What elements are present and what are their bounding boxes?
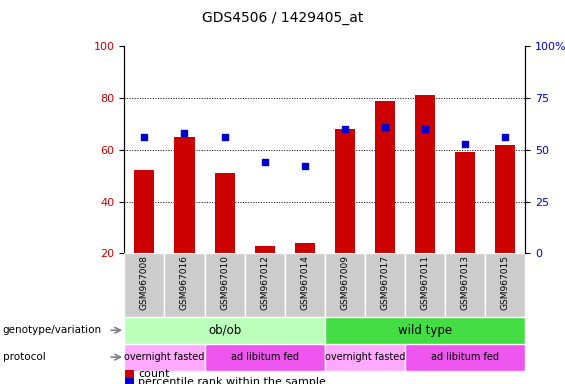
Bar	[205, 253, 245, 317]
Text: protocol: protocol	[3, 352, 46, 362]
Text: GSM967017: GSM967017	[381, 255, 389, 310]
Point	[220, 134, 229, 141]
Bar	[375, 101, 395, 253]
Bar	[175, 137, 194, 253]
Bar	[255, 246, 275, 253]
Text: ad libitum fed: ad libitum fed	[231, 352, 299, 362]
Bar	[365, 253, 405, 317]
Text: GSM967015: GSM967015	[501, 255, 510, 310]
Point	[301, 163, 310, 169]
Point	[341, 126, 350, 132]
Bar	[455, 152, 475, 253]
Bar	[124, 253, 164, 317]
Bar	[496, 144, 515, 253]
Text: wild type: wild type	[398, 324, 452, 337]
Text: overnight fasted: overnight fasted	[325, 352, 405, 362]
Text: GSM967014: GSM967014	[301, 255, 309, 310]
Point	[180, 130, 189, 136]
Text: GSM967016: GSM967016	[180, 255, 189, 310]
Text: percentile rank within the sample: percentile rank within the sample	[138, 377, 327, 384]
Text: GSM967008: GSM967008	[140, 255, 149, 310]
Text: overnight fasted: overnight fasted	[124, 352, 205, 362]
Bar	[245, 253, 285, 317]
Bar	[215, 173, 234, 253]
Bar	[325, 317, 525, 344]
Bar	[445, 253, 485, 317]
Point	[140, 134, 149, 141]
Text: GDS4506 / 1429405_at: GDS4506 / 1429405_at	[202, 11, 363, 25]
Text: ■: ■	[124, 368, 136, 381]
Text: ob/ob: ob/ob	[208, 324, 241, 337]
Point	[381, 124, 390, 130]
Bar	[485, 253, 525, 317]
Bar	[405, 344, 525, 371]
Text: GSM967011: GSM967011	[421, 255, 429, 310]
Text: genotype/variation: genotype/variation	[3, 325, 102, 335]
Text: GSM967012: GSM967012	[260, 255, 269, 310]
Bar	[325, 253, 365, 317]
Point	[421, 126, 430, 132]
Bar	[164, 253, 205, 317]
Point	[461, 141, 470, 147]
Bar	[285, 253, 325, 317]
Bar	[124, 317, 325, 344]
Bar	[405, 253, 445, 317]
Text: ■: ■	[124, 376, 136, 384]
Bar	[335, 129, 355, 253]
Bar	[415, 95, 435, 253]
Text: count: count	[138, 369, 170, 379]
Bar	[295, 243, 315, 253]
Text: GSM967010: GSM967010	[220, 255, 229, 310]
Bar	[134, 170, 154, 253]
Bar	[205, 344, 325, 371]
Point	[260, 159, 270, 165]
Text: GSM967009: GSM967009	[341, 255, 349, 310]
Text: ad libitum fed: ad libitum fed	[431, 352, 499, 362]
Text: GSM967013: GSM967013	[461, 255, 470, 310]
Bar	[325, 344, 405, 371]
Bar	[124, 344, 205, 371]
Point	[501, 134, 510, 141]
